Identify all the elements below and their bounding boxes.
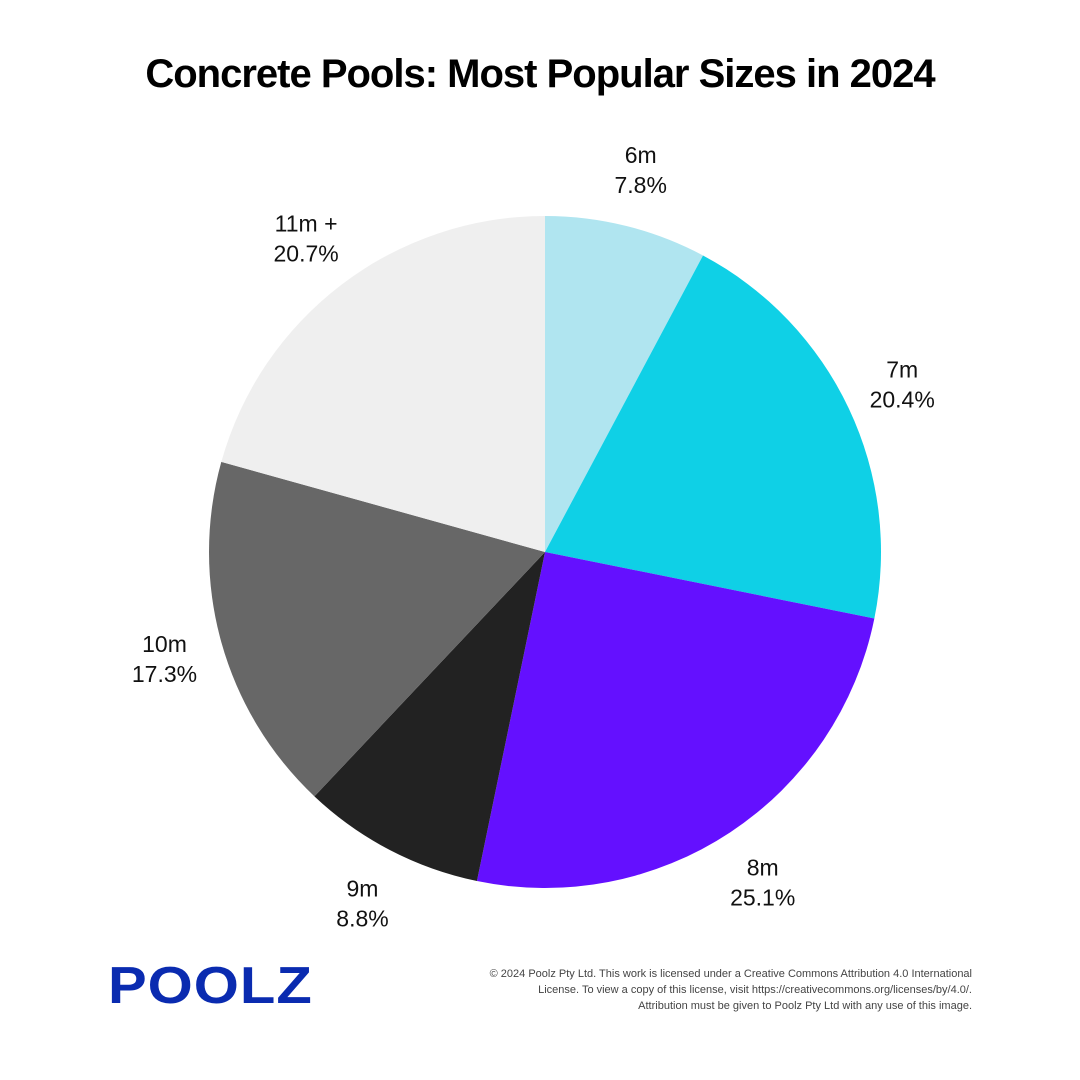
license-notice: © 2024 Poolz Pty Ltd. This work is licen…	[412, 966, 972, 1014]
pie-slice-11m	[221, 216, 545, 552]
slice-value-9m: 8.8%	[336, 905, 388, 931]
pie-labels: 6m 7.8% 7m 20.4% 8m 25.1% 9m 8.8% 10m 17.3% 11m + 2…	[132, 142, 935, 931]
license-line: © 2024 Poolz Pty Ltd. This work is licen…	[489, 968, 972, 980]
slice-value-11m: 20.7%	[273, 241, 338, 267]
slice-label-8m: 8m	[747, 855, 779, 881]
poolz-logo: POOLZ	[108, 956, 313, 1015]
slice-value-10m: 17.3%	[132, 661, 197, 687]
slice-label-6m: 6m	[625, 142, 657, 168]
pie-slice-8m	[476, 552, 875, 888]
slice-value-6m: 7.8%	[614, 172, 666, 198]
pie-slice-10m	[209, 461, 546, 797]
pie-slices	[209, 216, 882, 888]
license-line: License. To view a copy of this license,…	[538, 984, 972, 996]
slice-label-7m: 7m	[886, 356, 918, 382]
pie-slice-6m	[545, 216, 704, 552]
chart-title: Concrete Pools: Most Popular Sizes in 20…	[145, 52, 935, 96]
slice-label-11m: 11m +	[275, 211, 338, 237]
slice-value-8m: 25.1%	[730, 885, 795, 911]
slice-label-10m: 10m	[142, 631, 187, 657]
pie-slice-7m	[545, 255, 882, 619]
pie-slice-9m	[314, 552, 545, 882]
slice-value-7m: 20.4%	[870, 386, 935, 412]
slice-label-9m: 9m	[347, 875, 379, 901]
license-line: Attribution must be given to Poolz Pty L…	[638, 1000, 972, 1012]
